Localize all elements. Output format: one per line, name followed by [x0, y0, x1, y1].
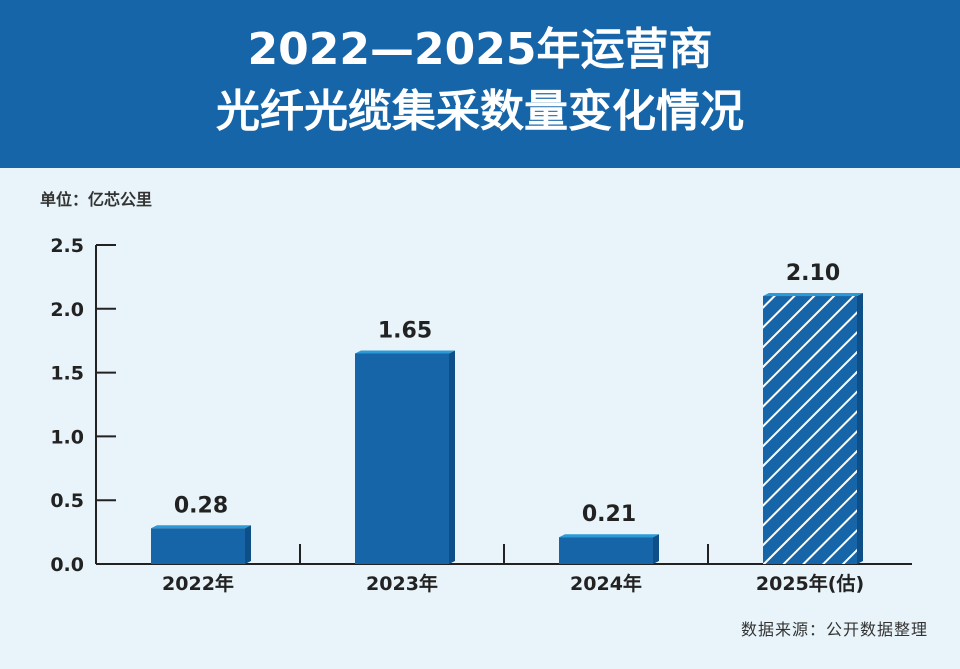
bars — [151, 293, 863, 564]
y-tick-label: 2.5 — [50, 235, 84, 257]
y-tick-label: 1.5 — [50, 363, 84, 385]
data-label: 2.10 — [786, 261, 840, 286]
bar — [355, 353, 449, 564]
bar — [763, 296, 857, 564]
bar-top — [151, 525, 251, 529]
y-tick-label: 1.0 — [50, 426, 84, 448]
y-tick-label: 0.0 — [50, 554, 84, 576]
chart-title-line1: 2022—2025年运营商 — [247, 24, 713, 75]
bar-side — [653, 534, 659, 564]
bar — [559, 537, 653, 564]
source-label: 数据来源：公开数据整理 — [740, 620, 928, 639]
x-tick-label: 2024年 — [570, 572, 642, 595]
data-label: 0.28 — [174, 493, 228, 518]
bar — [151, 528, 245, 564]
data-label: 1.65 — [378, 318, 432, 343]
bar-top — [559, 534, 659, 538]
unit-label: 单位：亿芯公里 — [40, 190, 153, 209]
x-tick-label: 2022年 — [162, 572, 234, 595]
title-banner: 2022—2025年运营商 光纤光缆集采数量变化情况 — [0, 0, 960, 168]
x-tick-label: 2025年(估) — [756, 572, 864, 595]
bar-top — [763, 293, 863, 297]
bar-side — [449, 350, 455, 564]
bar-side — [857, 293, 863, 564]
data-label: 0.21 — [582, 502, 636, 527]
y-tick-label: 2.0 — [50, 299, 84, 321]
bar-side — [245, 525, 251, 564]
y-tick-label: 0.5 — [50, 490, 84, 512]
chart-title-line2: 光纤光缆集采数量变化情况 — [216, 86, 744, 137]
labels: 0.28 2022年 1.65 2023年 0.21 2024年 2.10 2025年(估) — [162, 261, 864, 595]
x-tick-label: 2023年 — [366, 572, 438, 595]
bar-top — [355, 350, 455, 354]
